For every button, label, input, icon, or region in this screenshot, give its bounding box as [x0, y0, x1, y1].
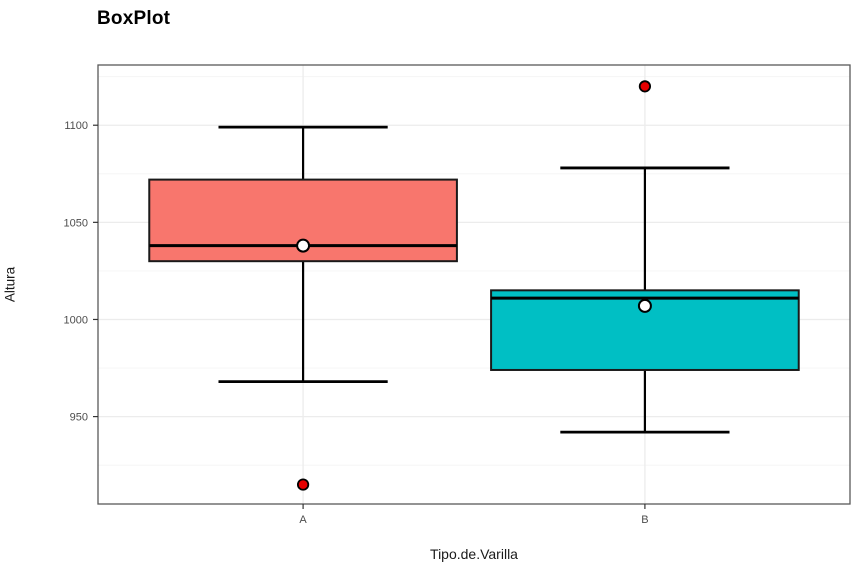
x-axis-title: Tipo.de.Varilla — [430, 546, 518, 562]
outlier-point-B — [638, 80, 652, 93]
y-tick-label: 1000 — [64, 314, 88, 326]
y-tick-label: 1100 — [64, 120, 88, 132]
x-tick-label: A — [299, 514, 307, 526]
x-tick-label: B — [641, 514, 648, 526]
chart-title: BoxPlot — [97, 8, 171, 29]
mean-point-A — [296, 238, 311, 253]
outlier-point-A — [296, 478, 310, 491]
y-tick-label: 1050 — [64, 217, 88, 229]
mean-point-B — [637, 298, 652, 313]
panel-background — [98, 65, 850, 504]
panel-border — [97, 64, 851, 505]
y-tick-label: 950 — [70, 412, 88, 424]
